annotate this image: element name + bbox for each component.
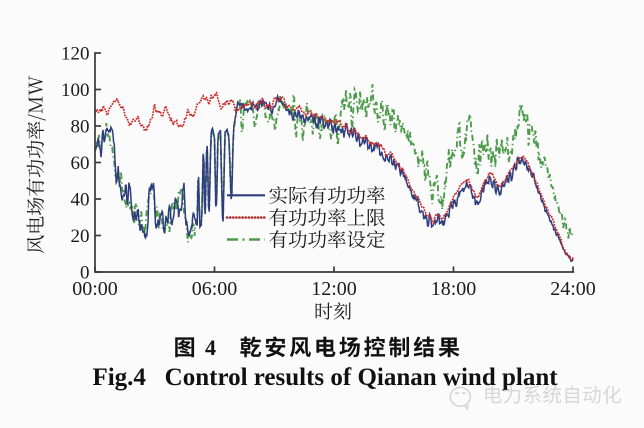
- svg-text:120: 120: [61, 44, 90, 65]
- svg-text:0: 0: [80, 263, 90, 284]
- svg-text:12:00: 12:00: [311, 278, 357, 300]
- svg-text:100: 100: [61, 80, 90, 101]
- svg-text:20: 20: [71, 226, 90, 247]
- svg-text:Fig.4 Control results of Qia: Fig.4 Control results of Qianan wind pla…: [92, 364, 558, 391]
- svg-text:4: 4: [205, 335, 216, 360]
- svg-text:24:00: 24:00: [550, 278, 596, 300]
- svg-text:80: 80: [71, 117, 90, 138]
- svg-text:00:00: 00:00: [72, 278, 118, 300]
- svg-text:18:00: 18:00: [431, 278, 477, 300]
- svg-text:06:00: 06:00: [192, 278, 238, 300]
- svg-text:40: 40: [71, 190, 90, 211]
- svg-text:60: 60: [71, 153, 90, 174]
